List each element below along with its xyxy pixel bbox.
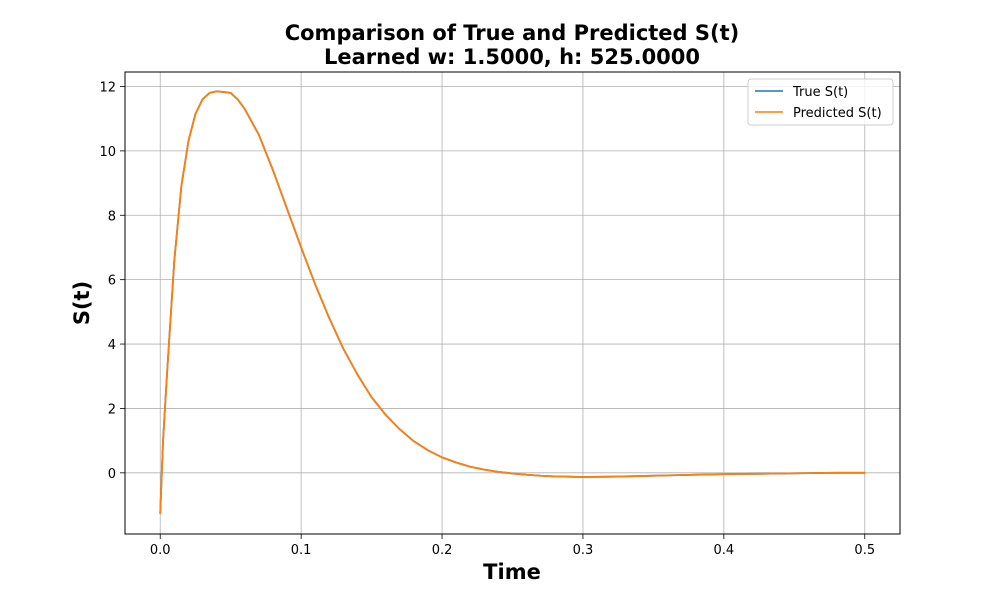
y-tick-label: 2 [108, 402, 116, 417]
y-axis-label: S(t) [70, 281, 94, 325]
legend-box [747, 78, 894, 126]
y-tick-label: 0 [108, 467, 116, 482]
x-tick-label: 0.3 [573, 543, 594, 558]
y-tick-label: 8 [108, 209, 116, 224]
legend: True S(t) Predicted S(t) [747, 78, 894, 126]
y-tick-label: 10 [99, 145, 116, 160]
series-line-predicted [159, 90, 866, 514]
x-axis: 0.0 0.1 0.2 0.3 0.4 0.5 [150, 534, 875, 558]
y-axis: 0 2 4 6 8 10 12 [99, 80, 125, 482]
series-layer [159, 90, 866, 514]
y-tick-label: 6 [108, 274, 116, 289]
plot-area [125, 72, 900, 534]
y-tick-label: 12 [99, 80, 116, 95]
y-tick-label: 4 [108, 338, 116, 353]
legend-label-predicted: Predicted S(t) [793, 106, 882, 121]
chart-title: Comparison of True and Predicted S(t) [285, 21, 740, 45]
plot-frame [124, 71, 901, 535]
x-axis-label: Time [483, 560, 541, 584]
x-tick-label: 0.0 [150, 543, 171, 558]
x-tick-label: 0.5 [854, 543, 875, 558]
x-tick-label: 0.1 [291, 543, 312, 558]
x-tick-label: 0.2 [432, 543, 453, 558]
x-tick-label: 0.4 [714, 543, 735, 558]
legend-label-true: True S(t) [792, 85, 848, 100]
chart-subtitle: Learned w: 1.5000, h: 525.0000 [324, 45, 700, 69]
